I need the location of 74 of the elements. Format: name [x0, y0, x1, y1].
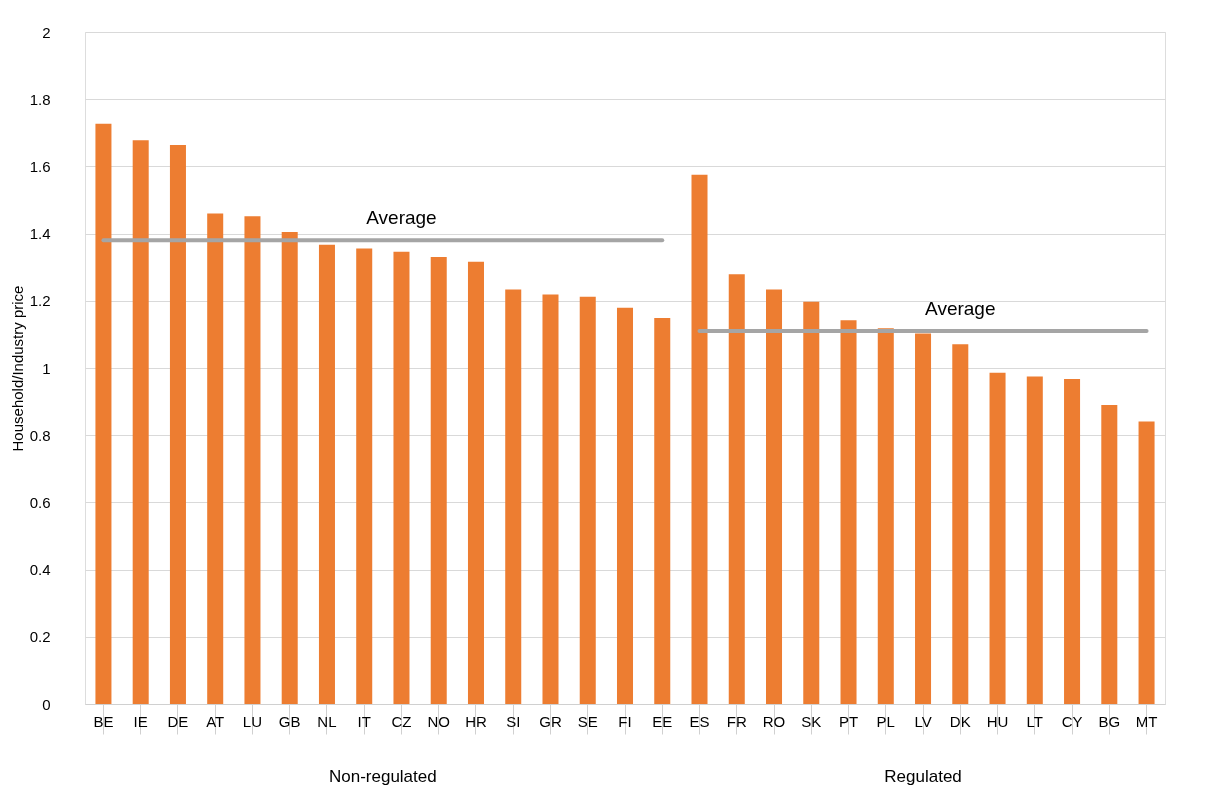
bar	[877, 328, 894, 704]
x-tick-label: NL	[317, 712, 337, 730]
y-tick-label: 2	[42, 23, 51, 41]
x-tick-label: PT	[838, 712, 859, 730]
x-tick-label: SE	[577, 712, 598, 730]
bar	[654, 317, 671, 704]
bar	[393, 251, 410, 704]
x-tick-label: ES	[689, 712, 710, 730]
x-tick-label: IE	[133, 712, 148, 730]
x-tick-label: BG	[1098, 712, 1121, 730]
x-tick-label: LT	[1026, 712, 1043, 730]
bar	[691, 174, 708, 704]
annotation: Average	[925, 298, 996, 320]
text: Regulated	[884, 767, 962, 786]
x-tick-label: SI	[506, 712, 521, 730]
x-tick-label: BE	[93, 712, 114, 730]
x-tick-label: SK	[801, 712, 822, 730]
x-tick-label: FR	[726, 712, 747, 730]
x-tick-label: MT	[1135, 712, 1158, 730]
x-tick-label: EE	[652, 712, 673, 730]
bar	[169, 144, 186, 704]
bar	[915, 333, 932, 704]
x-tick-label: HR	[465, 712, 487, 730]
x-tick-label: PL	[876, 712, 895, 730]
y-axis-title: Household/Industry price	[8, 285, 26, 452]
bar	[505, 289, 522, 704]
bar	[281, 231, 298, 704]
y-tick-label: 0.4	[29, 561, 51, 579]
bar	[207, 213, 224, 704]
bar	[1064, 379, 1081, 704]
x-tick-label: CY	[1061, 712, 1083, 730]
bar	[318, 244, 335, 704]
x-tick-label: FI	[618, 712, 632, 730]
x-tick-label: AT	[206, 712, 225, 730]
bar	[952, 344, 969, 704]
bar	[1101, 404, 1118, 704]
y-tick-label: 0.8	[29, 426, 51, 444]
y-tick-label: 1.8	[29, 90, 51, 108]
bar	[356, 248, 373, 704]
bar	[728, 274, 745, 704]
bar	[95, 123, 112, 704]
x-tick-label: LV	[914, 712, 932, 730]
y-tick-label: 0.2	[29, 628, 51, 646]
x-tick-label: HU	[986, 712, 1009, 730]
x-tick-label: DE	[167, 712, 189, 730]
bar	[467, 261, 484, 704]
x-tick-label: CZ	[391, 712, 412, 730]
bar	[803, 301, 820, 704]
bar	[1026, 376, 1043, 704]
y-tick-label: 1.4	[29, 225, 51, 243]
y-tick-label: 1.6	[29, 157, 51, 175]
bar	[244, 216, 261, 704]
y-tick-label: 1	[42, 359, 51, 377]
bar	[132, 140, 149, 704]
y-tick-label: 1.2	[29, 292, 51, 310]
x-tick-label: IT	[357, 712, 371, 730]
bar	[766, 289, 783, 704]
bar	[430, 257, 447, 704]
bar	[542, 294, 559, 704]
x-tick-label: LU	[242, 712, 263, 730]
y-tick-label: 0.6	[29, 493, 51, 511]
annotation: Average	[366, 207, 437, 229]
x-tick-label: GR	[539, 712, 562, 730]
bar	[989, 372, 1006, 704]
bar	[840, 320, 857, 704]
bar	[1138, 421, 1155, 704]
x-tick-label: RO	[762, 712, 786, 730]
bar	[616, 307, 634, 704]
x-tick-label: DK	[949, 712, 971, 730]
text: Non-regulated	[328, 767, 437, 786]
x-tick-label: NO	[427, 712, 450, 730]
x-tick-label: GB	[278, 712, 301, 730]
bar	[579, 296, 596, 704]
y-tick-label: 0	[42, 695, 51, 713]
